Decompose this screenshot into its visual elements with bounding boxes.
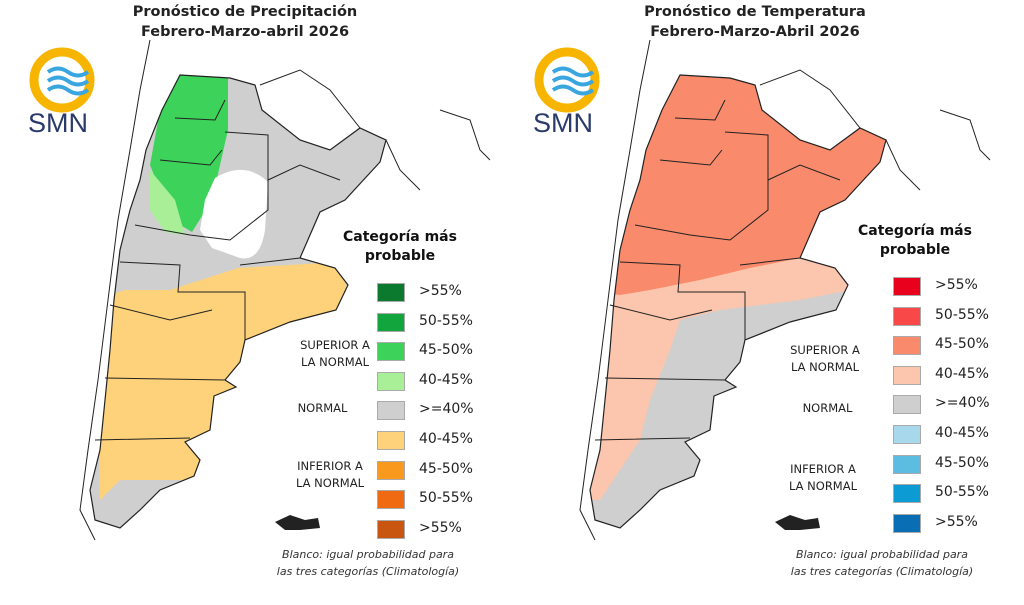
legend-label: 40-45% <box>935 425 989 441</box>
legend-label: 40-45% <box>419 371 473 388</box>
legend-swatch <box>377 312 405 332</box>
uruguay-coast-outline <box>939 109 991 161</box>
footnote: Blanco: igual probabilidad para las tres… <box>752 546 1012 580</box>
legend-swatch <box>893 365 921 385</box>
legend-swatch <box>893 454 921 474</box>
legend-label: >55% <box>935 513 978 530</box>
label-superior: SUPERIOR A LA NORMAL <box>780 342 870 376</box>
province-borders <box>594 99 841 441</box>
legend-label: 50-55% <box>419 490 473 507</box>
neighbor-border-outline <box>759 69 921 191</box>
legend-title-line: Categoría más <box>343 229 457 245</box>
legend-swatch <box>377 283 405 302</box>
legend-swatch <box>893 277 921 296</box>
label-line: LA NORMAL <box>788 479 858 493</box>
uruguay-coast-outline <box>439 109 491 161</box>
chile-coast-outline <box>79 39 151 541</box>
falkland-islands <box>775 515 820 530</box>
label-inferior: INFERIOR A LA NORMAL <box>778 461 868 495</box>
label-normal: NORMAL <box>802 401 853 415</box>
label-line: LA NORMAL <box>300 355 370 369</box>
province-borders <box>94 99 341 441</box>
region-above-normal-light-salmon <box>590 255 850 500</box>
region-below-normal-orange <box>95 262 350 500</box>
legend-label: >=40% <box>419 401 474 418</box>
legend-label: 50-55% <box>935 306 989 323</box>
falkland-islands <box>275 515 320 530</box>
legend-swatch <box>893 425 921 444</box>
legend-label: 45-50% <box>419 460 473 477</box>
label-normal: NORMAL <box>297 401 348 415</box>
label-line: SUPERIOR A <box>790 343 860 357</box>
neighbor-border-outline <box>259 69 421 191</box>
legend-label: >=40% <box>935 395 990 412</box>
legend-swatch <box>893 484 921 504</box>
legend-swatch <box>377 342 405 362</box>
legend-label: 50-55% <box>419 312 473 329</box>
legend-swatch <box>377 371 405 391</box>
footnote-line: Blanco: igual probabilidad para <box>796 548 968 561</box>
legend-title-line: probable <box>879 242 951 258</box>
legend-label: 45-50% <box>419 342 473 359</box>
smn-logo-text: SMN <box>28 108 88 138</box>
title-line: Febrero-Marzo-Abril 2026 <box>650 24 860 40</box>
label-line: INFERIOR A <box>790 462 856 476</box>
temperature-title: Pronóstico de Temperatura Febrero-Marzo-… <box>605 2 905 42</box>
footnote-line: las tres categorías (Climatología) <box>276 565 460 578</box>
label-inferior: INFERIOR A LA NORMAL <box>285 458 375 492</box>
chile-coast-outline <box>579 39 651 541</box>
legend-swatch <box>377 401 405 421</box>
title-line: Pronóstico de Precipitación <box>132 4 358 20</box>
legend-title: Categoría más probable <box>340 228 460 266</box>
precipitation-title: Pronóstico de Precipitación Febrero-Marz… <box>95 2 395 42</box>
legend-label: >55% <box>935 277 978 293</box>
legend-swatch <box>893 395 921 415</box>
legend-label: 45-50% <box>935 336 989 353</box>
legend-swatch <box>377 490 405 510</box>
label-superior: SUPERIOR A LA NORMAL <box>290 337 380 371</box>
legend-swatch <box>377 431 405 450</box>
region-above-normal-lightgreen <box>150 170 185 235</box>
legend-title-line: probable <box>364 248 436 264</box>
legend-swatch <box>893 306 921 326</box>
legend-label: 40-45% <box>419 431 473 447</box>
label-line: SUPERIOR A <box>300 338 370 352</box>
legend-label: 40-45% <box>935 365 989 382</box>
legend-swatch <box>893 513 921 533</box>
title-line: Pronóstico de Temperatura <box>644 4 866 20</box>
label-line: LA NORMAL <box>295 476 365 490</box>
legend-title-line: Categoría más <box>858 223 972 239</box>
footnote-line: las tres categorías (Climatología) <box>790 565 974 578</box>
footnote: Blanco: igual probabilidad para las tres… <box>238 546 498 580</box>
legend-swatch <box>893 336 921 356</box>
legend-title: Categoría más probable <box>855 222 975 260</box>
label-line: LA NORMAL <box>790 360 860 374</box>
legend-label: >55% <box>419 283 462 299</box>
smn-logo-text: SMN <box>533 108 593 138</box>
legend-swatch <box>377 519 405 539</box>
legend-label: >55% <box>419 519 462 536</box>
legend-label: 45-50% <box>935 454 989 471</box>
smn-logo <box>29 47 95 113</box>
legend-label: 50-55% <box>935 484 989 501</box>
region-climatology-white <box>200 169 268 259</box>
footnote-line: Blanco: igual probabilidad para <box>282 548 454 561</box>
smn-logo <box>534 47 600 113</box>
legend-swatch <box>377 460 405 480</box>
label-line: INFERIOR A <box>297 459 363 473</box>
region-above-normal-salmon <box>590 75 886 295</box>
title-line: Febrero-Marzo-abril 2026 <box>140 24 350 40</box>
region-above-normal-green <box>150 75 228 232</box>
